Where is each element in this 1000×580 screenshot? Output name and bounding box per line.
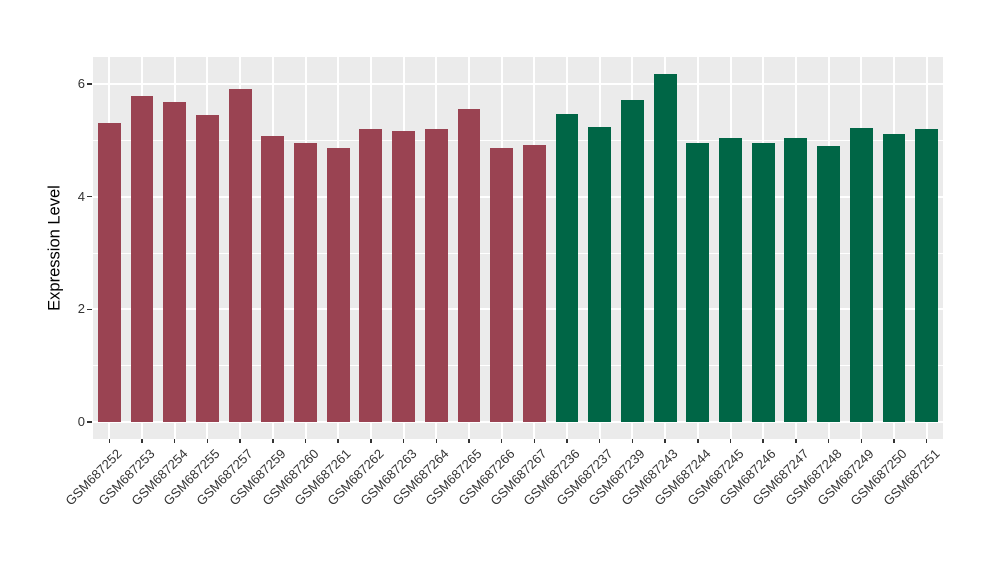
bar	[719, 137, 742, 422]
y-tick-label: 4	[77, 188, 85, 204]
gridline-major	[93, 195, 943, 198]
bar	[261, 135, 285, 422]
x-tick-mark	[402, 439, 405, 443]
bar	[588, 127, 612, 422]
y-tick-mark	[87, 195, 92, 198]
x-tick-mark	[598, 439, 601, 443]
y-tick-mark	[87, 421, 92, 423]
bar	[882, 134, 906, 422]
bar	[751, 143, 775, 422]
x-tick-mark	[762, 439, 764, 443]
bar	[195, 115, 219, 422]
x-tick-mark	[206, 439, 209, 443]
x-tick-mark	[304, 439, 307, 443]
y-tick-mark	[87, 83, 92, 85]
bar	[424, 129, 448, 422]
gridline-minor	[93, 252, 943, 254]
bar	[97, 123, 121, 422]
y-tick-label: 2	[77, 301, 85, 317]
bar	[620, 100, 644, 422]
bar	[915, 128, 939, 422]
gridline-major	[93, 83, 943, 86]
x-tick-mark	[173, 439, 176, 443]
x-tick-mark	[664, 439, 666, 443]
x-tick-mark	[860, 439, 863, 443]
x-tick-mark	[925, 439, 928, 443]
y-tick-label: 0	[77, 414, 85, 429]
x-tick-mark	[435, 439, 438, 443]
bar	[294, 143, 317, 422]
x-tick-mark	[631, 439, 634, 443]
bar	[392, 130, 415, 422]
plot-panel	[93, 57, 943, 439]
x-tick-mark	[141, 439, 143, 443]
bar	[686, 142, 710, 422]
bar	[784, 138, 808, 422]
gridline-minor	[93, 139, 943, 141]
x-tick-mark	[533, 439, 536, 443]
gridline-minor	[93, 365, 943, 367]
y-tick-mark	[87, 308, 92, 311]
bar	[555, 114, 579, 422]
x-tick-mark	[337, 439, 339, 443]
bar	[163, 102, 187, 422]
x-tick-mark	[468, 439, 470, 443]
bar	[849, 127, 873, 422]
bar	[817, 145, 840, 422]
x-tick-mark	[827, 439, 830, 443]
y-axis-title-box: Expression Level	[40, 57, 70, 439]
bar	[490, 147, 514, 422]
gridline-major	[93, 421, 943, 423]
y-tick-label: 6	[77, 76, 85, 92]
x-tick-mark	[893, 439, 895, 443]
gridline-major	[93, 308, 943, 311]
x-tick-mark	[566, 439, 568, 443]
x-tick-mark	[239, 439, 241, 443]
bar	[522, 144, 546, 422]
x-tick-mark	[500, 439, 503, 443]
bar	[130, 95, 154, 422]
bar	[228, 88, 252, 422]
x-tick-mark	[729, 439, 732, 443]
x-tick-mark	[697, 439, 699, 443]
bar	[359, 129, 383, 422]
x-tick-mark	[108, 439, 111, 443]
x-tick-mark	[272, 439, 274, 443]
x-tick-mark	[370, 439, 372, 443]
x-tick-mark	[795, 439, 797, 443]
bar	[326, 148, 350, 422]
bar	[653, 74, 677, 422]
bar	[457, 109, 481, 422]
